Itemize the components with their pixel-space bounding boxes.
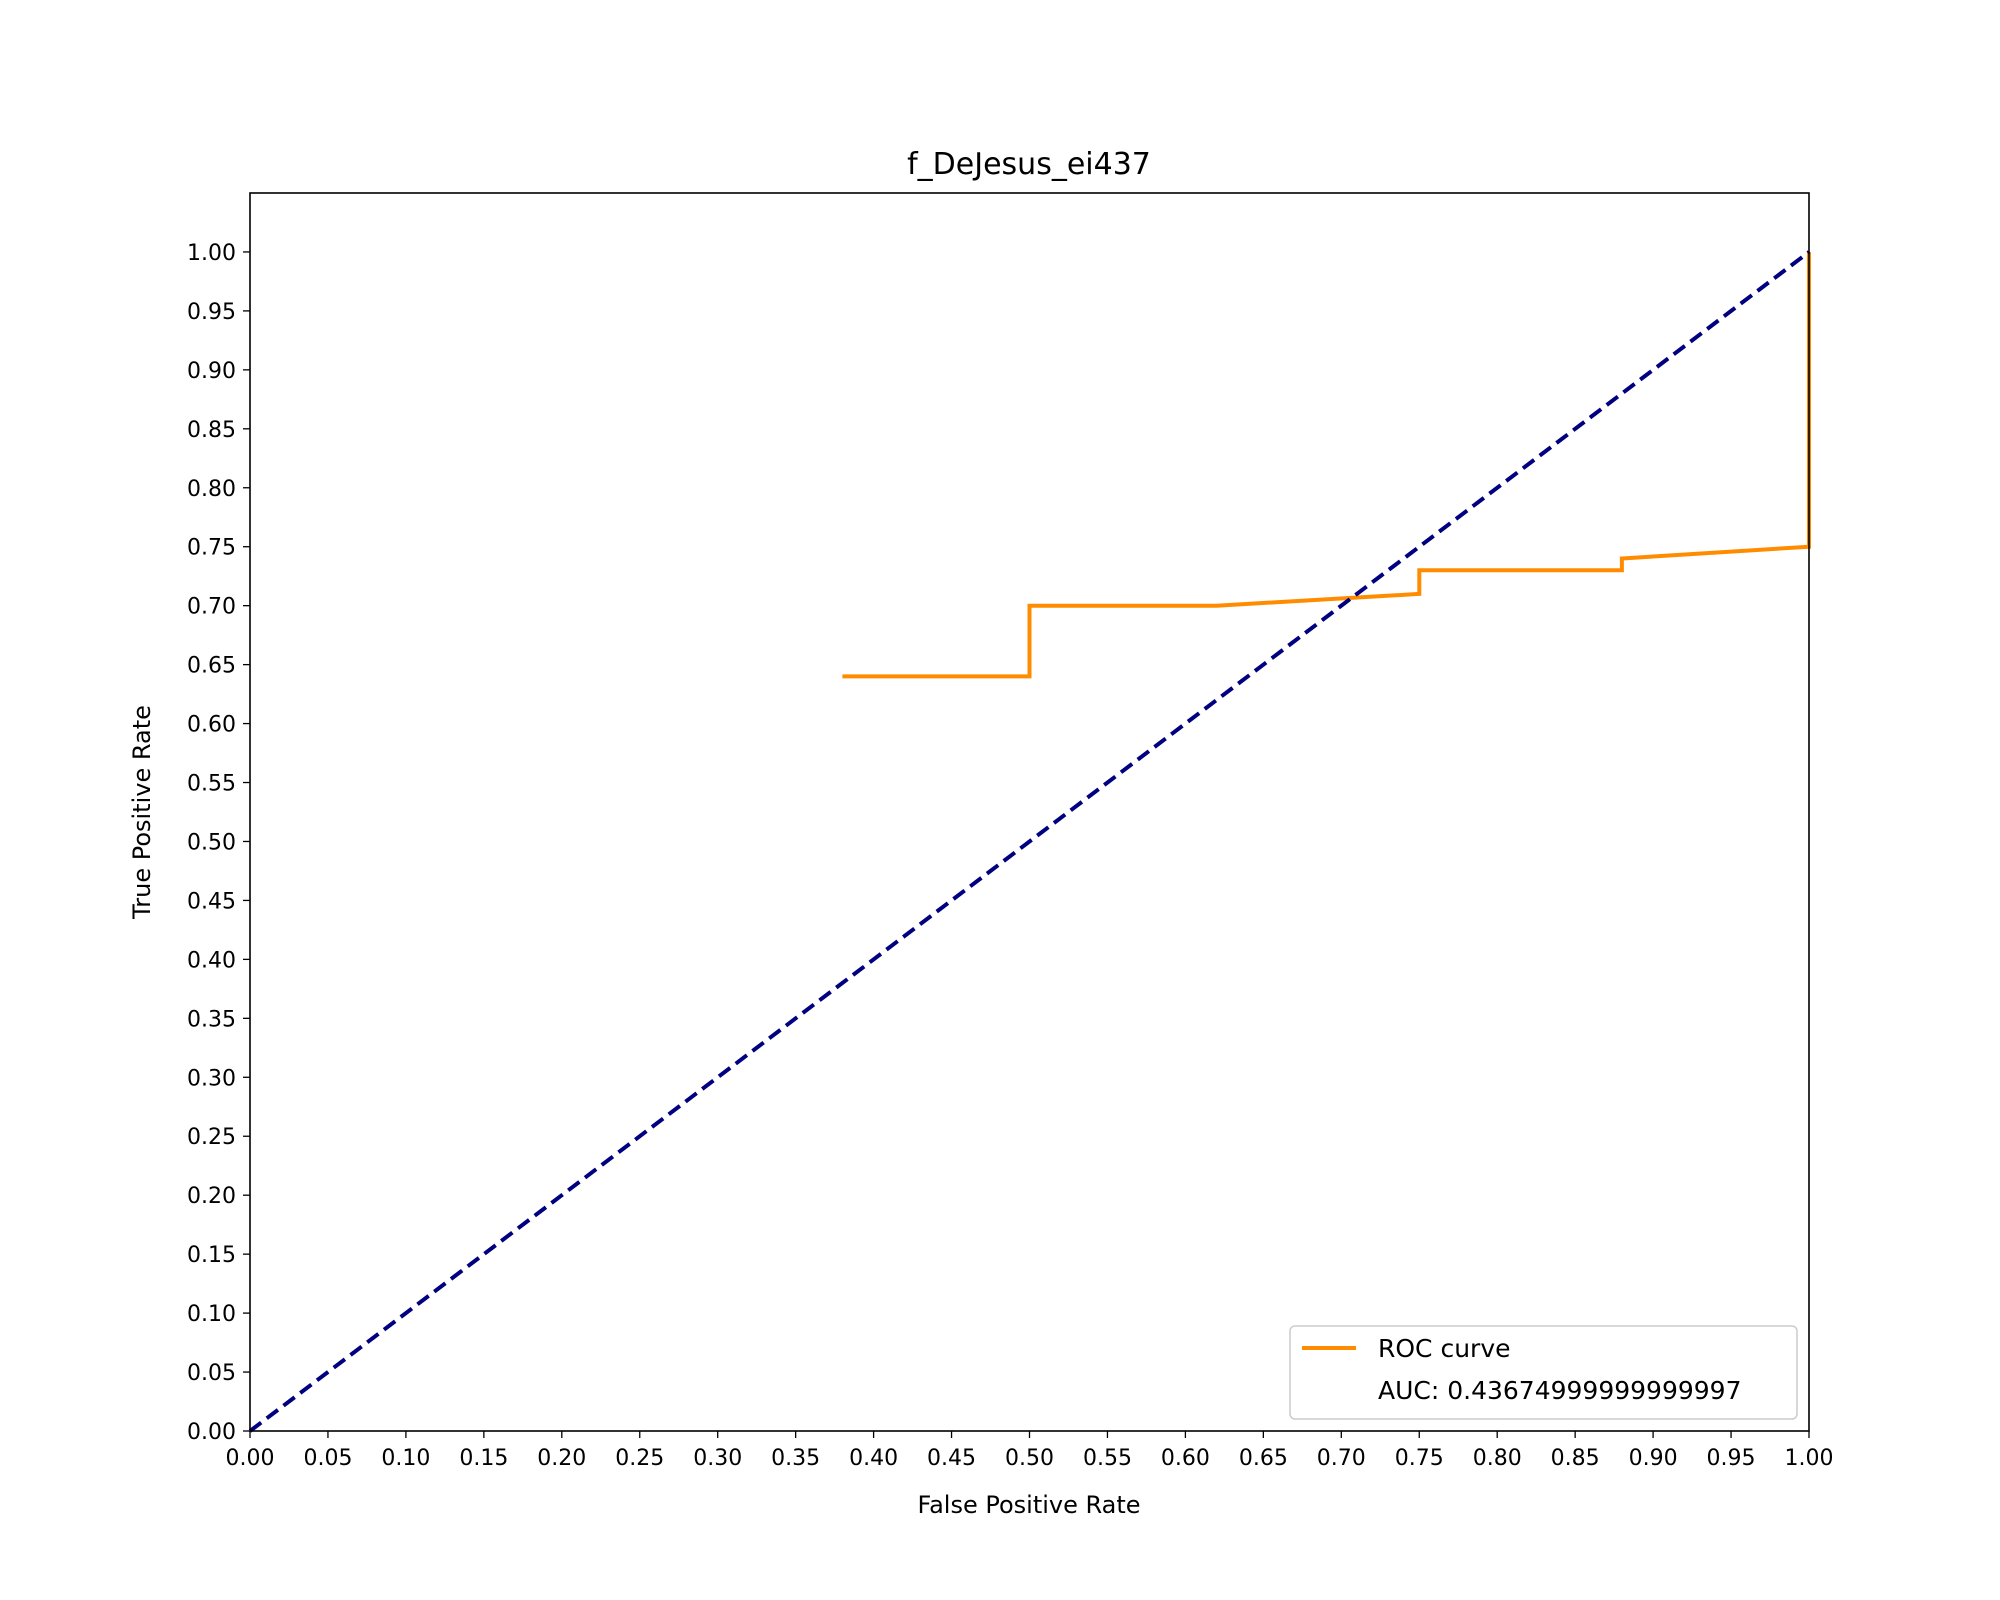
x-axis: 0.00 0.05 0.10 0.15 0.20 0.25 0.30 0.35 0.40 0.45…	[226, 1431, 1834, 1471]
x-tick-label: 1.00	[1785, 1446, 1834, 1471]
y-tick-label: 0.00	[187, 1420, 236, 1445]
x-tick-label: 0.10	[381, 1446, 430, 1471]
x-tick-label: 0.80	[1473, 1446, 1522, 1471]
legend-box	[1289, 1325, 1798, 1420]
y-tick-label: 0.90	[187, 359, 236, 384]
x-tick-label: 0.25	[615, 1446, 664, 1471]
y-tick-label: 0.05	[187, 1361, 236, 1386]
y-tick-label: 0.15	[187, 1243, 236, 1268]
y-tick-label: 0.40	[187, 948, 236, 973]
x-tick-label: 0.20	[537, 1446, 586, 1471]
x-tick-label: 0.60	[1161, 1446, 1210, 1471]
x-tick-label: 0.05	[303, 1446, 352, 1471]
y-tick-label: 0.50	[187, 830, 236, 855]
x-tick-label: 0.85	[1551, 1446, 1600, 1471]
y-tick-label: 0.20	[187, 1184, 236, 1209]
y-tick-label: 0.10	[187, 1302, 236, 1327]
y-tick-label: 1.00	[187, 241, 236, 266]
roc-curve-line	[842, 252, 1811, 679]
x-axis-label: False Positive Rate	[917, 1491, 1140, 1519]
x-tick-label: 0.35	[771, 1446, 820, 1471]
x-tick-label: 0.50	[1005, 1446, 1054, 1471]
y-tick-label: 0.65	[187, 654, 236, 679]
chance-diagonal-line	[248, 250, 1811, 1433]
y-axis-label: True Positive Rate	[128, 705, 156, 920]
y-tick-label: 0.55	[187, 772, 236, 797]
x-tick-label: 0.00	[226, 1446, 275, 1471]
y-tick-label: 0.80	[187, 477, 236, 502]
chart-title: f_DeJesus_ei437	[907, 147, 1151, 182]
y-tick-label: 0.95	[187, 300, 236, 325]
legend-label-roc-curve: ROC curve	[1378, 1334, 1511, 1363]
y-tick-label: 0.45	[187, 889, 236, 914]
x-tick-label: 0.65	[1239, 1446, 1288, 1471]
x-tick-label: 0.15	[459, 1446, 508, 1471]
y-tick-label: 0.35	[187, 1007, 236, 1032]
series-layer	[248, 250, 1811, 1433]
x-tick-label: 0.55	[1083, 1446, 1132, 1471]
y-tick-label: 0.85	[187, 418, 236, 443]
x-tick-label: 0.75	[1395, 1446, 1444, 1471]
x-tick-label: 0.95	[1707, 1446, 1756, 1471]
y-axis: 0.00 0.05 0.10 0.15 0.20 0.25 0.30 0.35 0.40 0.45…	[187, 241, 250, 1445]
x-tick-label: 0.45	[927, 1446, 976, 1471]
x-tick-label: 0.90	[1629, 1446, 1678, 1471]
y-tick-label: 0.60	[187, 713, 236, 738]
legend: ROC curve AUC: 0.43674999999999997	[1289, 1325, 1798, 1420]
y-tick-label: 0.25	[187, 1125, 236, 1150]
legend-label-auc: AUC: 0.43674999999999997	[1378, 1376, 1741, 1405]
x-tick-label: 0.30	[693, 1446, 742, 1471]
y-tick-label: 0.70	[187, 595, 236, 620]
x-tick-label: 0.40	[849, 1446, 898, 1471]
y-tick-label: 0.30	[187, 1066, 236, 1091]
y-tick-label: 0.75	[187, 536, 236, 561]
x-tick-label: 0.70	[1317, 1446, 1366, 1471]
